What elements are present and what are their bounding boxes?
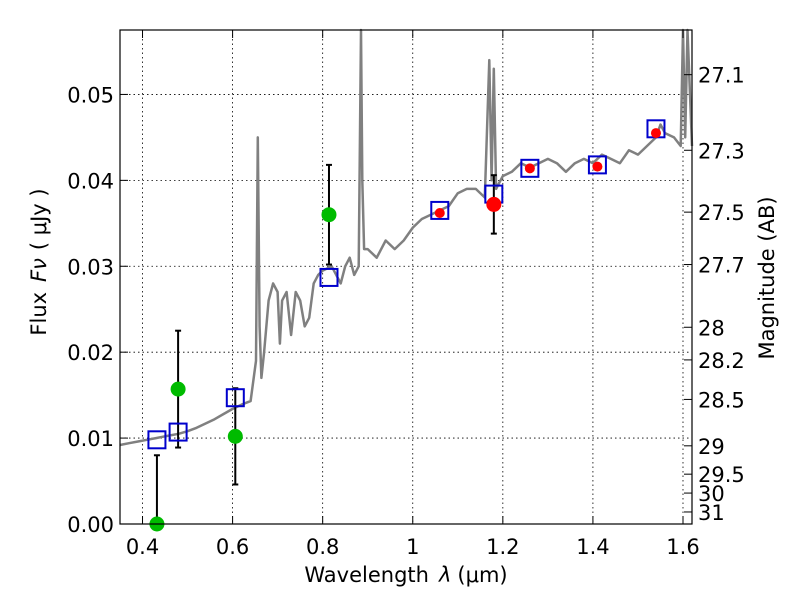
y-axis-label: Flux Fν ( μJy ) — [27, 188, 51, 335]
x-axis-label-units: (μm) — [457, 563, 507, 587]
x-tick-label: 1.4 — [576, 535, 609, 559]
y2-tick-label: 30 — [698, 482, 725, 506]
axis-ticks: 0.4 0.6 0.8 1 1.2 1.4 1.6 0.00 0.01 0.02 0.03 0.04 0… — [67, 30, 745, 559]
model-point — [147, 430, 167, 450]
x-tick-label: 1 — [406, 535, 419, 559]
ground-point — [227, 428, 243, 444]
y2-tick-label: 28 — [698, 316, 725, 340]
spectrum-series — [119, 28, 694, 447]
model-point — [587, 155, 607, 175]
hst-point — [524, 163, 535, 174]
model-point — [430, 200, 450, 220]
hst-point — [434, 207, 445, 218]
y-tick-label: 0.00 — [67, 513, 114, 537]
y-axis-label-text: Flux — [27, 292, 51, 336]
x-tick-label: 1.2 — [486, 535, 519, 559]
x-tick-label: 0.4 — [126, 535, 159, 559]
model-point — [520, 158, 540, 178]
y-tick-label: 0.04 — [67, 169, 114, 193]
y-axis-label-symbol: Fν — [27, 258, 51, 282]
y2-tick-label: 29.5 — [698, 463, 745, 487]
x-axis-label-symbol: λ — [438, 563, 451, 587]
y-axis-label-units: ( μJy ) — [27, 188, 51, 250]
hst-point — [650, 128, 661, 139]
y2-tick-label: 28.5 — [698, 388, 745, 412]
hst-point — [486, 196, 502, 212]
plot-frame — [119, 29, 693, 525]
x-tick-label: 0.8 — [306, 535, 339, 559]
y-tick-label: 0.05 — [67, 83, 114, 107]
ground-point — [170, 381, 186, 397]
y2-tick-label: 29 — [698, 435, 725, 459]
data-markers — [147, 119, 666, 532]
model-point — [168, 422, 188, 442]
x-axis-label: Wavelength λ (μm) — [304, 563, 507, 587]
y2-tick-label: 28.2 — [698, 349, 745, 373]
y2-tick-label: 31 — [698, 501, 725, 525]
y-tick-label: 0.01 — [67, 427, 114, 451]
x-tick-label: 0.6 — [216, 535, 249, 559]
grid-lines — [120, 30, 692, 525]
model-point — [319, 267, 339, 287]
spectrum-line — [119, 28, 694, 447]
y2-tick-label: 27.7 — [698, 254, 745, 278]
y2-tick-label: 27.1 — [698, 64, 745, 88]
x-tick-label: 1.6 — [666, 535, 699, 559]
y-tick-label: 0.02 — [67, 341, 114, 365]
y2-axis-label: Magnitude (AB) — [755, 196, 779, 359]
y-tick-label: 0.03 — [67, 255, 114, 279]
ground-point — [321, 207, 337, 223]
model-point — [225, 388, 245, 408]
y2-tick-label: 27.3 — [698, 139, 745, 163]
y2-tick-label: 27.5 — [698, 201, 745, 225]
x-axis-label-text: Wavelength — [304, 563, 429, 587]
hst-point — [592, 161, 603, 172]
